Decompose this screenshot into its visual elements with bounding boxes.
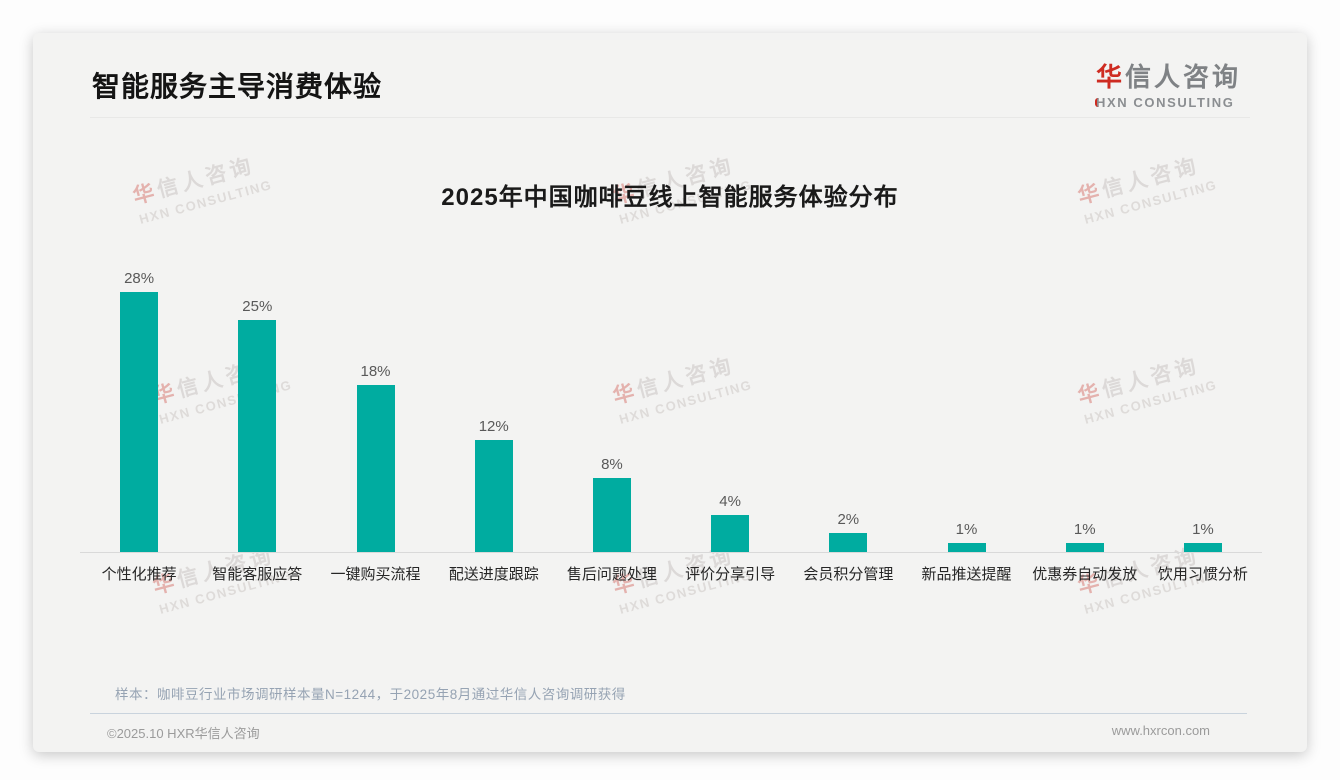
- bar-chart-plot-area: 28% 25% 18% 12% 8% 4% 2% 1% 1% 1%: [80, 263, 1262, 553]
- footer-divider: [90, 713, 1247, 714]
- sample-note: 样本：咖啡豆行业市场调研样本量N=1244，于2025年8月通过华信人咨询调研获…: [115, 687, 626, 702]
- bar-column: 1%: [1144, 263, 1262, 552]
- x-axis-label: 新品推送提醒: [921, 566, 1012, 583]
- logo-h-red-mark-icon: [1094, 98, 1099, 107]
- bar: [474, 440, 513, 552]
- company-logo-en: HXN CONSULTING: [1094, 95, 1241, 110]
- bar-column: 1%: [907, 263, 1025, 552]
- bar-value-label: 18%: [360, 362, 391, 380]
- footer-website: www.hxrcon.com: [1111, 723, 1210, 738]
- bar-value-label: 1%: [955, 520, 978, 538]
- bar: [947, 542, 986, 552]
- bar: [1065, 542, 1104, 552]
- bar-column: 12%: [435, 263, 553, 552]
- bar: [238, 319, 277, 552]
- logo-gray-chars: 信人咨询: [1124, 62, 1241, 92]
- bar: [829, 533, 868, 552]
- bar-value-label: 1%: [1073, 520, 1096, 538]
- x-axis-label: 饮用习惯分析: [1157, 566, 1248, 583]
- bar-value-label: 4%: [719, 492, 741, 510]
- bar: [120, 291, 159, 552]
- bar-value-label: 2%: [837, 511, 860, 529]
- bar-column: 18%: [316, 263, 434, 552]
- report-slide: 华信人咨询 HXN CONSULTING 华信人咨询 HXN CONSULTING 华信…: [33, 33, 1307, 752]
- x-axis-label: 优惠券自动发放: [1032, 566, 1138, 583]
- bar-column: 28%: [80, 263, 198, 552]
- footer-copyright: ©2025.10 HXR华信人咨询: [107, 726, 260, 741]
- bar: [356, 384, 395, 552]
- bar-column: 25%: [198, 263, 316, 552]
- logo-en-text: HXN CONSULTING: [1095, 95, 1235, 110]
- x-axis-label: 一键购买流程: [330, 566, 421, 583]
- bar-value-label: 25%: [242, 297, 273, 315]
- bar-value-label: 1%: [1192, 520, 1214, 538]
- x-axis-label: 配送进度跟踪: [448, 566, 539, 583]
- bar-column: 8%: [553, 263, 671, 552]
- x-axis-label: 会员积分管理: [803, 566, 894, 583]
- x-axis-category-labels: 个性化推荐 智能客服应答 一键购买流程 配送进度跟踪 售后问题处理 评价分享引导 会员积分管…: [80, 563, 1262, 584]
- page-title: 智能服务主导消费体验: [92, 71, 383, 102]
- bar-value-label: 8%: [601, 455, 623, 473]
- logo-red-char: 华: [1095, 62, 1125, 92]
- company-logo: 华信人咨询 HXN CONSULTING: [1094, 57, 1241, 110]
- bar-column: 2%: [789, 263, 907, 552]
- bar: [711, 514, 750, 552]
- x-axis-label: 售后问题处理: [566, 566, 657, 583]
- bar-value-label: 28%: [124, 269, 155, 287]
- header-divider: [90, 117, 1250, 118]
- company-logo-cn: 华信人咨询: [1096, 57, 1241, 94]
- bar: [1183, 542, 1222, 552]
- x-axis-label: 评价分享引导: [685, 566, 776, 583]
- x-axis-label: 个性化推荐: [101, 566, 177, 583]
- x-axis-label: 智能客服应答: [212, 566, 303, 583]
- bar-column: 1%: [1026, 263, 1144, 552]
- bar-value-label: 12%: [478, 418, 509, 436]
- bar-column: 4%: [671, 263, 789, 552]
- bar: [592, 477, 631, 552]
- chart-title: 2025年中国咖啡豆线上智能服务体验分布: [441, 184, 899, 211]
